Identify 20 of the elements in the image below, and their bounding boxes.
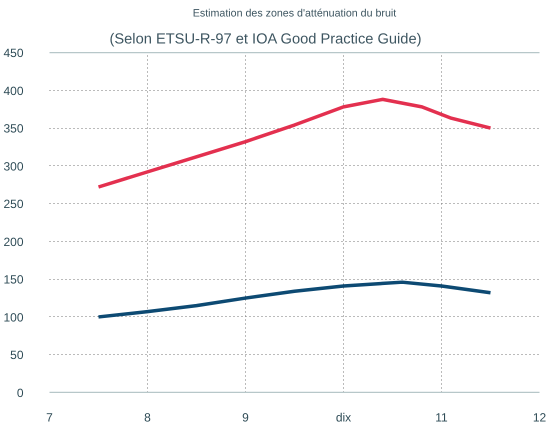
y-tick-label: 100 [3,310,24,324]
x-tick-label: 7 [46,410,54,424]
y-tick-label: 50 [10,348,24,362]
line-series [96,98,492,189]
y-tick-label: 0 [16,386,24,400]
y-tick-label: 400 [3,84,24,98]
line-series [96,280,492,319]
y-tick-label: 250 [3,197,24,212]
y-tick-label: 150 [3,272,24,287]
x-tick-label: 12 [532,410,546,424]
y-tick-label: 350 [3,122,24,136]
x-tick-label: dix [336,410,352,424]
x-tick-label: 11 [435,410,448,424]
y-tick-label: 300 [3,159,24,174]
chart-title: Estimation des zones d'atténuation du bruit [192,8,396,20]
x-tick-label: 9 [242,410,250,424]
y-tick-label: 200 [3,234,24,249]
y-tick-label: 450 [3,46,24,60]
x-tick-label: 8 [144,410,152,424]
chart-subtitle: (Selon ETSU-R-97 et IOA Good Practice Guide) [110,32,422,48]
